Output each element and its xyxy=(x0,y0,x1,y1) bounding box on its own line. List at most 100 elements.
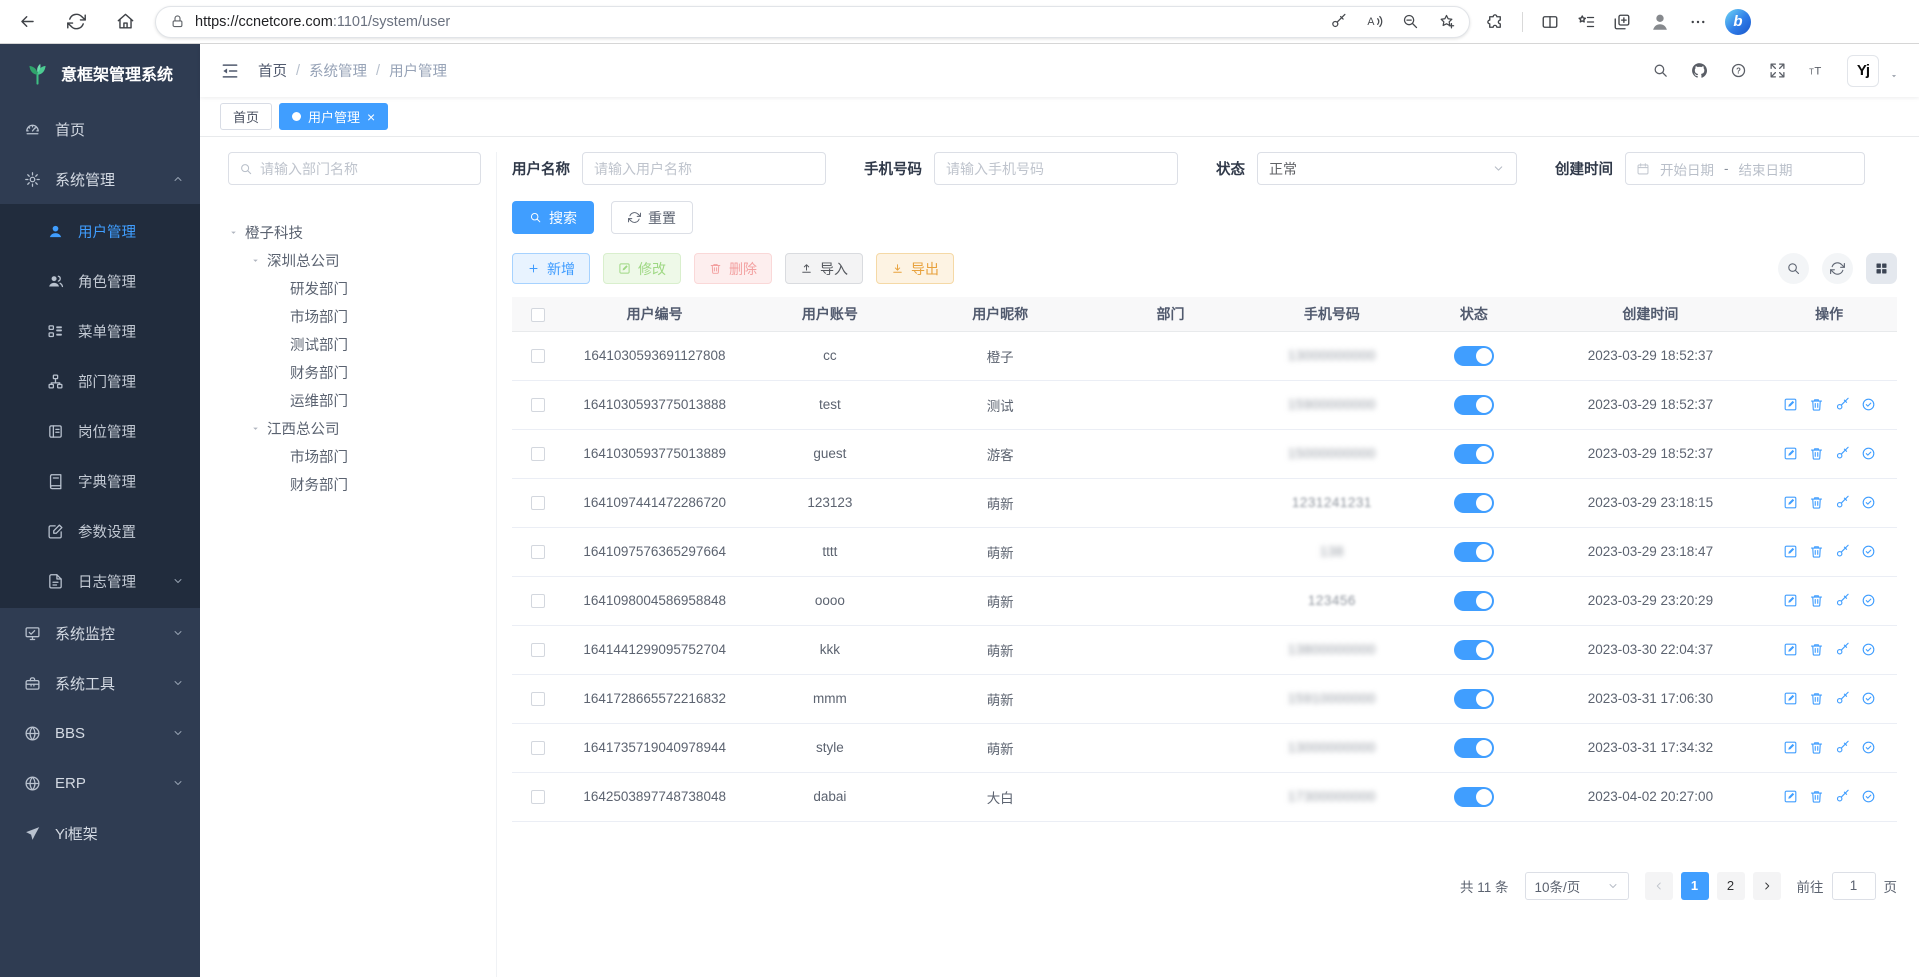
user-avatar[interactable]: Yj xyxy=(1847,54,1879,87)
breadcrumb-item[interactable]: 用户管理 xyxy=(389,64,448,80)
copilot-button[interactable]: b xyxy=(1725,8,1751,35)
grant-role-button[interactable] xyxy=(1861,740,1876,755)
app-logo[interactable]: 意框架管理系统 xyxy=(0,44,200,102)
row-checkbox[interactable] xyxy=(531,447,546,462)
status-select[interactable]: 正常 xyxy=(1257,152,1517,185)
sidebar-item-bbs[interactable]: BBS xyxy=(0,708,200,758)
sidebar-item-dict-management[interactable]: 字典管理 xyxy=(0,456,200,506)
reset-password-button[interactable] xyxy=(1835,544,1850,559)
edit-row-button[interactable] xyxy=(1783,691,1798,706)
status-toggle[interactable] xyxy=(1453,541,1494,562)
delete-row-button[interactable] xyxy=(1809,397,1824,412)
sidebar-item-param-settings[interactable]: 参数设置 xyxy=(0,506,200,556)
tree-node[interactable]: 运维部门 xyxy=(228,386,481,414)
sidebar-item-dept-management[interactable]: 部门管理 xyxy=(0,356,200,406)
grant-role-button[interactable] xyxy=(1861,593,1876,608)
status-toggle[interactable] xyxy=(1453,443,1494,464)
back-button[interactable] xyxy=(18,12,37,31)
breadcrumb-item[interactable]: 首页 xyxy=(258,64,287,80)
tree-node[interactable]: 测试部门 xyxy=(228,330,481,358)
sidebar-item-system-monitor[interactable]: 系统监控 xyxy=(0,608,200,658)
sidebar-item-user-management[interactable]: 用户管理 xyxy=(0,206,200,256)
refresh-button[interactable] xyxy=(67,12,86,31)
sidebar-item-erp[interactable]: ERP xyxy=(0,758,200,808)
tree-node[interactable]: 财务部门 xyxy=(228,470,481,498)
search-button[interactable] xyxy=(1652,62,1669,79)
goto-page-input[interactable] xyxy=(1831,871,1876,900)
split-screen-button[interactable] xyxy=(1541,13,1559,31)
delete-row-button[interactable] xyxy=(1809,740,1824,755)
username-input[interactable] xyxy=(582,152,826,185)
page-size-select[interactable]: 10条/页 xyxy=(1524,871,1629,900)
row-checkbox[interactable] xyxy=(531,545,546,560)
tree-caret-icon[interactable] xyxy=(250,255,261,266)
sidebar-item-system-tools[interactable]: 系统工具 xyxy=(0,658,200,708)
status-toggle[interactable] xyxy=(1453,492,1494,513)
delete-row-button[interactable] xyxy=(1809,691,1824,706)
status-toggle[interactable] xyxy=(1453,639,1494,660)
edit-row-button[interactable] xyxy=(1783,789,1798,804)
status-toggle[interactable] xyxy=(1453,590,1494,611)
grant-role-button[interactable] xyxy=(1861,544,1876,559)
sidebar-item-post-management[interactable]: 岗位管理 xyxy=(0,406,200,456)
column-settings-button[interactable] xyxy=(1866,253,1897,284)
add-button[interactable]: 新增 xyxy=(512,253,590,284)
edit-row-button[interactable] xyxy=(1783,495,1798,510)
collections-button[interactable] xyxy=(1613,13,1631,31)
sidebar-item-role-management[interactable]: 角色管理 xyxy=(0,256,200,306)
tree-node[interactable]: 财务部门 xyxy=(228,358,481,386)
password-button[interactable] xyxy=(1330,13,1347,30)
sidebar-item-home[interactable]: 首页 xyxy=(0,104,200,154)
export-button[interactable]: 导出 xyxy=(876,253,954,284)
breadcrumb-item[interactable]: 系统管理 xyxy=(309,64,368,80)
avatar-caret-icon[interactable] xyxy=(1889,71,1899,87)
row-checkbox[interactable] xyxy=(531,496,546,511)
tab-home[interactable]: 首页 xyxy=(220,103,273,130)
delete-row-button[interactable] xyxy=(1809,544,1824,559)
sidebar-item-system-management[interactable]: 系统管理 xyxy=(0,154,200,204)
reset-button[interactable]: 重置 xyxy=(611,201,693,234)
reset-password-button[interactable] xyxy=(1835,593,1850,608)
tree-node[interactable]: 江西总公司 xyxy=(228,414,481,442)
reset-password-button[interactable] xyxy=(1835,789,1850,804)
tab-active[interactable]: 用户管理 × xyxy=(279,103,389,130)
page-button-1[interactable]: 1 xyxy=(1680,871,1709,900)
edit-row-button[interactable] xyxy=(1783,593,1798,608)
search-submit-button[interactable]: 搜索 xyxy=(512,201,594,234)
tree-node[interactable]: 市场部门 xyxy=(228,442,481,470)
reset-password-button[interactable] xyxy=(1835,691,1850,706)
toggle-search-button[interactable] xyxy=(1778,253,1809,284)
home-button[interactable] xyxy=(116,12,135,31)
tree-node[interactable]: 深圳总公司 xyxy=(228,246,481,274)
row-checkbox[interactable] xyxy=(531,692,546,707)
row-checkbox[interactable] xyxy=(531,790,546,805)
status-toggle[interactable] xyxy=(1453,394,1494,415)
row-checkbox[interactable] xyxy=(531,741,546,756)
add-favorite-button[interactable] xyxy=(1438,13,1455,30)
profile-button[interactable] xyxy=(1649,11,1671,33)
delete-row-button[interactable] xyxy=(1809,642,1824,657)
prev-page-button[interactable] xyxy=(1644,871,1673,900)
grant-role-button[interactable] xyxy=(1861,691,1876,706)
edit-row-button[interactable] xyxy=(1783,446,1798,461)
status-toggle[interactable] xyxy=(1453,345,1494,366)
row-checkbox[interactable] xyxy=(531,643,546,658)
created-date-range[interactable]: 开始日期 - 结束日期 xyxy=(1625,152,1865,185)
tree-node[interactable]: 橙子科技 xyxy=(228,218,481,246)
sidebar-item-log-management[interactable]: 日志管理 xyxy=(0,556,200,606)
tree-node[interactable]: 研发部门 xyxy=(228,274,481,302)
delete-row-button[interactable] xyxy=(1809,446,1824,461)
reset-password-button[interactable] xyxy=(1835,446,1850,461)
next-page-button[interactable] xyxy=(1752,871,1781,900)
reset-password-button[interactable] xyxy=(1835,740,1850,755)
phone-input[interactable] xyxy=(934,152,1178,185)
more-button[interactable] xyxy=(1689,13,1707,31)
close-tab-icon[interactable]: × xyxy=(367,108,376,125)
page-button-2[interactable]: 2 xyxy=(1716,871,1745,900)
grant-role-button[interactable] xyxy=(1861,642,1876,657)
delete-row-button[interactable] xyxy=(1809,495,1824,510)
zoom-out-button[interactable] xyxy=(1402,13,1419,30)
reset-password-button[interactable] xyxy=(1835,495,1850,510)
github-button[interactable] xyxy=(1691,62,1708,79)
